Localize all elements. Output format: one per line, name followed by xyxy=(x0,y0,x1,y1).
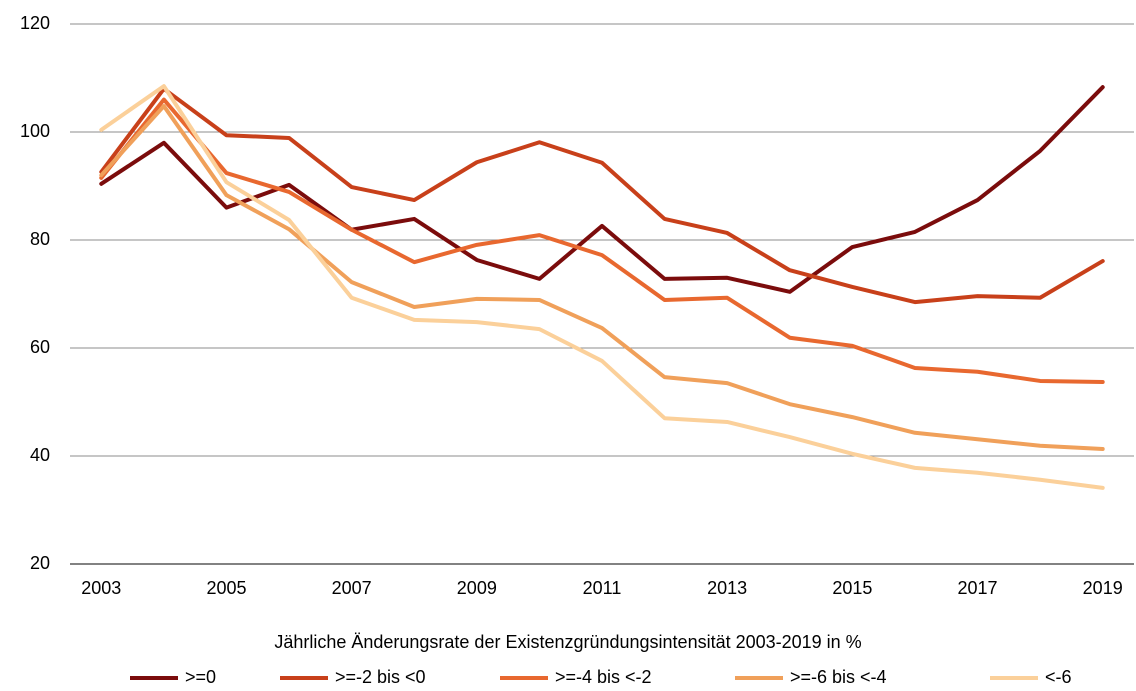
x-tick-label: 2017 xyxy=(958,578,998,598)
x-tick-label: 2011 xyxy=(583,578,622,598)
x-tick-label: 2005 xyxy=(206,578,246,598)
series-line xyxy=(99,84,1105,490)
series-line xyxy=(99,86,1105,305)
legend-label: >=-4 bis <-2 xyxy=(555,667,652,687)
legend-label: <-6 xyxy=(1045,667,1072,687)
x-tick-label: 2019 xyxy=(1083,578,1123,598)
legend-label: >=0 xyxy=(185,667,216,687)
y-tick-label: 80 xyxy=(30,229,50,249)
x-tick-label: 2013 xyxy=(707,578,747,598)
y-tick-label: 120 xyxy=(20,13,50,33)
series-line xyxy=(99,104,1105,451)
x-axis-label: Jährliche Änderungsrate der Existenzgrün… xyxy=(274,632,861,652)
y-tick-label: 60 xyxy=(30,337,50,357)
legend-label: >=-2 bis <0 xyxy=(335,667,426,687)
series-line xyxy=(99,85,1105,294)
x-tick-label: 2003 xyxy=(81,578,121,598)
series-line xyxy=(99,97,1105,385)
y-tick-label: 100 xyxy=(20,121,50,141)
x-tick-label: 2007 xyxy=(332,578,372,598)
y-tick-label: 40 xyxy=(30,445,50,465)
x-tick-label: 2009 xyxy=(457,578,497,598)
y-tick-label: 20 xyxy=(30,553,50,573)
legend-label: >=-6 bis <-4 xyxy=(790,667,887,687)
x-tick-label: 2015 xyxy=(832,578,872,598)
